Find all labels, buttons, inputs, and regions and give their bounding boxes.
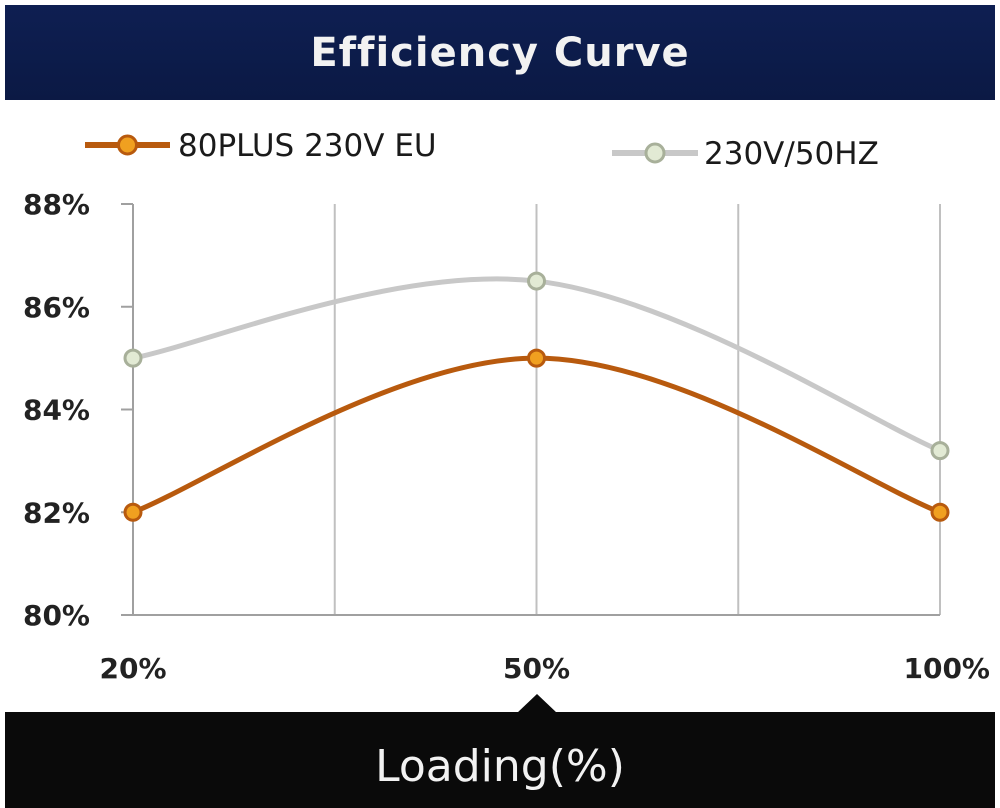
x-axis-title: Loading(%) bbox=[375, 740, 625, 792]
x-tick-label: 20% bbox=[99, 652, 166, 685]
x-tick-label: 50% bbox=[503, 652, 570, 685]
efficiency-chart: 80% 82% 84% 86% 88% 20% 50% 100% 80PLUS 230V EU 2… bbox=[23, 128, 990, 685]
data-point-series-2 bbox=[123, 348, 143, 368]
y-tick-label: 86% bbox=[23, 291, 90, 324]
x-axis-title-bar: Loading(%) bbox=[5, 712, 995, 808]
y-tick-label: 82% bbox=[23, 496, 90, 529]
legend-label-2: 230V/50HZ bbox=[704, 136, 879, 172]
chart-title-bar: Efficiency Curve bbox=[5, 5, 995, 100]
legend-marker-1 bbox=[117, 134, 138, 156]
data-point-series-1 bbox=[527, 348, 546, 368]
chart-title: Efficiency Curve bbox=[310, 29, 690, 76]
y-tick-label: 80% bbox=[23, 599, 90, 632]
y-tick-label: 88% bbox=[23, 188, 90, 221]
data-point-series-1 bbox=[123, 502, 143, 522]
y-tick-label: 84% bbox=[23, 394, 90, 427]
x-tick-label: 100% bbox=[903, 652, 990, 685]
legend-marker-2 bbox=[644, 142, 666, 164]
data-point-series-2 bbox=[930, 441, 950, 461]
data-point-series-1 bbox=[930, 502, 950, 522]
legend-label-1: 80PLUS 230V EU bbox=[178, 128, 437, 164]
data-point-series-2 bbox=[527, 271, 546, 291]
footer-pointer bbox=[517, 694, 557, 713]
